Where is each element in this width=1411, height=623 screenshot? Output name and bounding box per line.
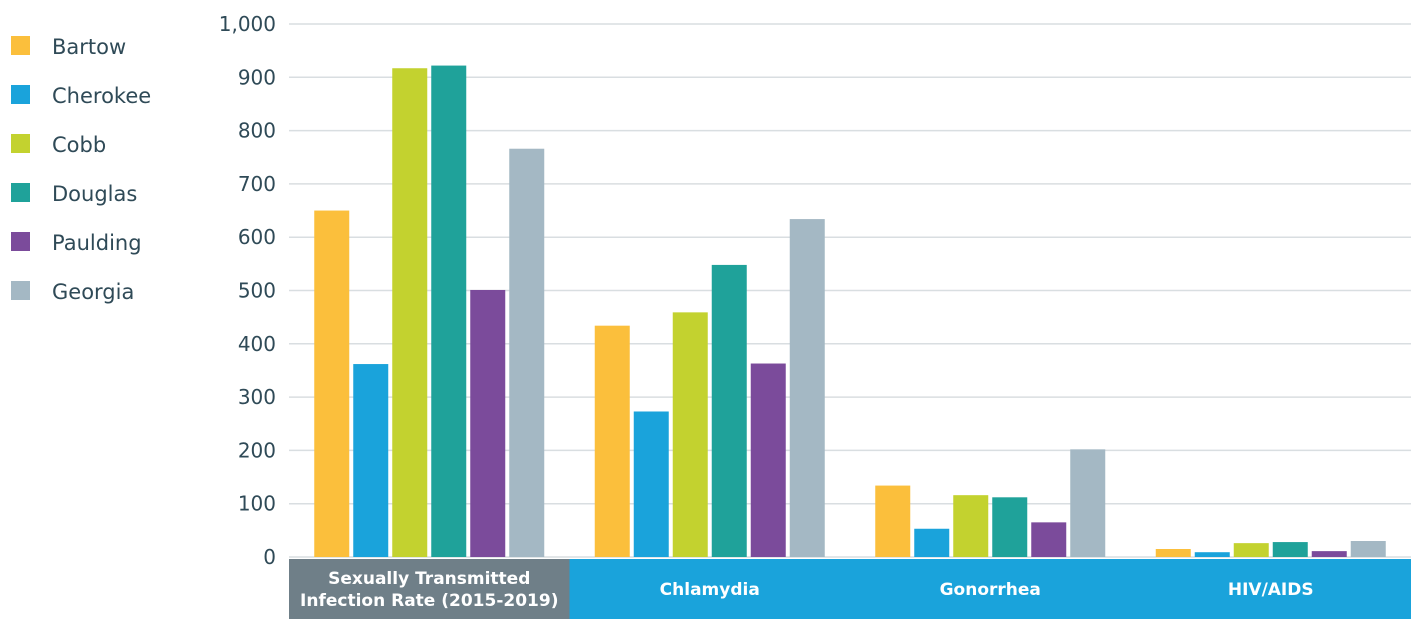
y-tick-label: 700: [238, 172, 276, 196]
y-tick-label: 600: [238, 225, 276, 249]
bar-cobb-2: [953, 495, 988, 557]
y-tick-label: 1,000: [219, 12, 276, 36]
legend-swatch: [11, 36, 30, 55]
bar-georgia-2: [1070, 449, 1105, 557]
legend-swatch: [11, 232, 30, 251]
bar-cobb-0: [392, 68, 427, 557]
bar-cobb-1: [673, 312, 708, 557]
bar-bartow-3: [1156, 549, 1191, 557]
bar-paulding-2: [1031, 522, 1066, 557]
legend-label: Georgia: [52, 280, 134, 304]
bar-georgia-3: [1351, 541, 1386, 557]
bar-cobb-3: [1234, 543, 1269, 557]
bar-paulding-0: [470, 290, 505, 557]
y-tick-label: 0: [263, 545, 276, 569]
bar-cherokee-3: [1195, 552, 1230, 557]
legend-label: Bartow: [52, 35, 126, 59]
bar-bartow-1: [595, 326, 630, 557]
y-tick-label: 100: [238, 492, 276, 516]
bar-georgia-0: [509, 149, 544, 557]
x-category-label: Sexually Transmitted: [328, 569, 530, 589]
x-category-label: Infection Rate (2015-2019): [300, 591, 558, 611]
legend-swatch: [11, 183, 30, 202]
y-tick-label: 400: [238, 332, 276, 356]
legend-swatch: [11, 134, 30, 153]
y-tick-label: 300: [238, 385, 276, 409]
y-tick-label: 200: [238, 438, 276, 462]
bars: [314, 66, 1386, 557]
bar-douglas-2: [992, 497, 1027, 557]
y-tick-label: 900: [238, 65, 276, 89]
bar-douglas-0: [431, 66, 466, 557]
bar-cherokee-1: [634, 411, 669, 557]
bar-douglas-1: [712, 265, 747, 557]
legend-label: Douglas: [52, 182, 137, 206]
legend-swatch: [11, 85, 30, 104]
legend: Bartow Cherokee Cobb Douglas Paulding Georgia: [11, 35, 151, 304]
x-category-label: Gonorrhea: [940, 580, 1041, 600]
y-axis: 0 100 200 300 400 500 600 700 800 900 1,000: [219, 12, 276, 569]
bar-douglas-3: [1273, 542, 1308, 557]
legend-label: Cobb: [52, 133, 106, 157]
y-tick-label: 500: [238, 279, 276, 303]
bar-georgia-1: [790, 219, 825, 557]
legend-label: Paulding: [52, 231, 142, 255]
legend-swatch: [11, 281, 30, 300]
bar-cherokee-2: [914, 529, 949, 557]
legend-label: Cherokee: [52, 84, 151, 108]
bar-paulding-1: [751, 364, 786, 557]
y-tick-label: 800: [238, 119, 276, 143]
bar-bartow-2: [875, 486, 910, 557]
x-category-label: Chlamydia: [660, 580, 760, 600]
x-category-label: HIV/AIDS: [1228, 580, 1314, 600]
bar-paulding-3: [1312, 551, 1347, 557]
bar-bartow-0: [314, 211, 349, 557]
bar-cherokee-0: [353, 364, 388, 557]
